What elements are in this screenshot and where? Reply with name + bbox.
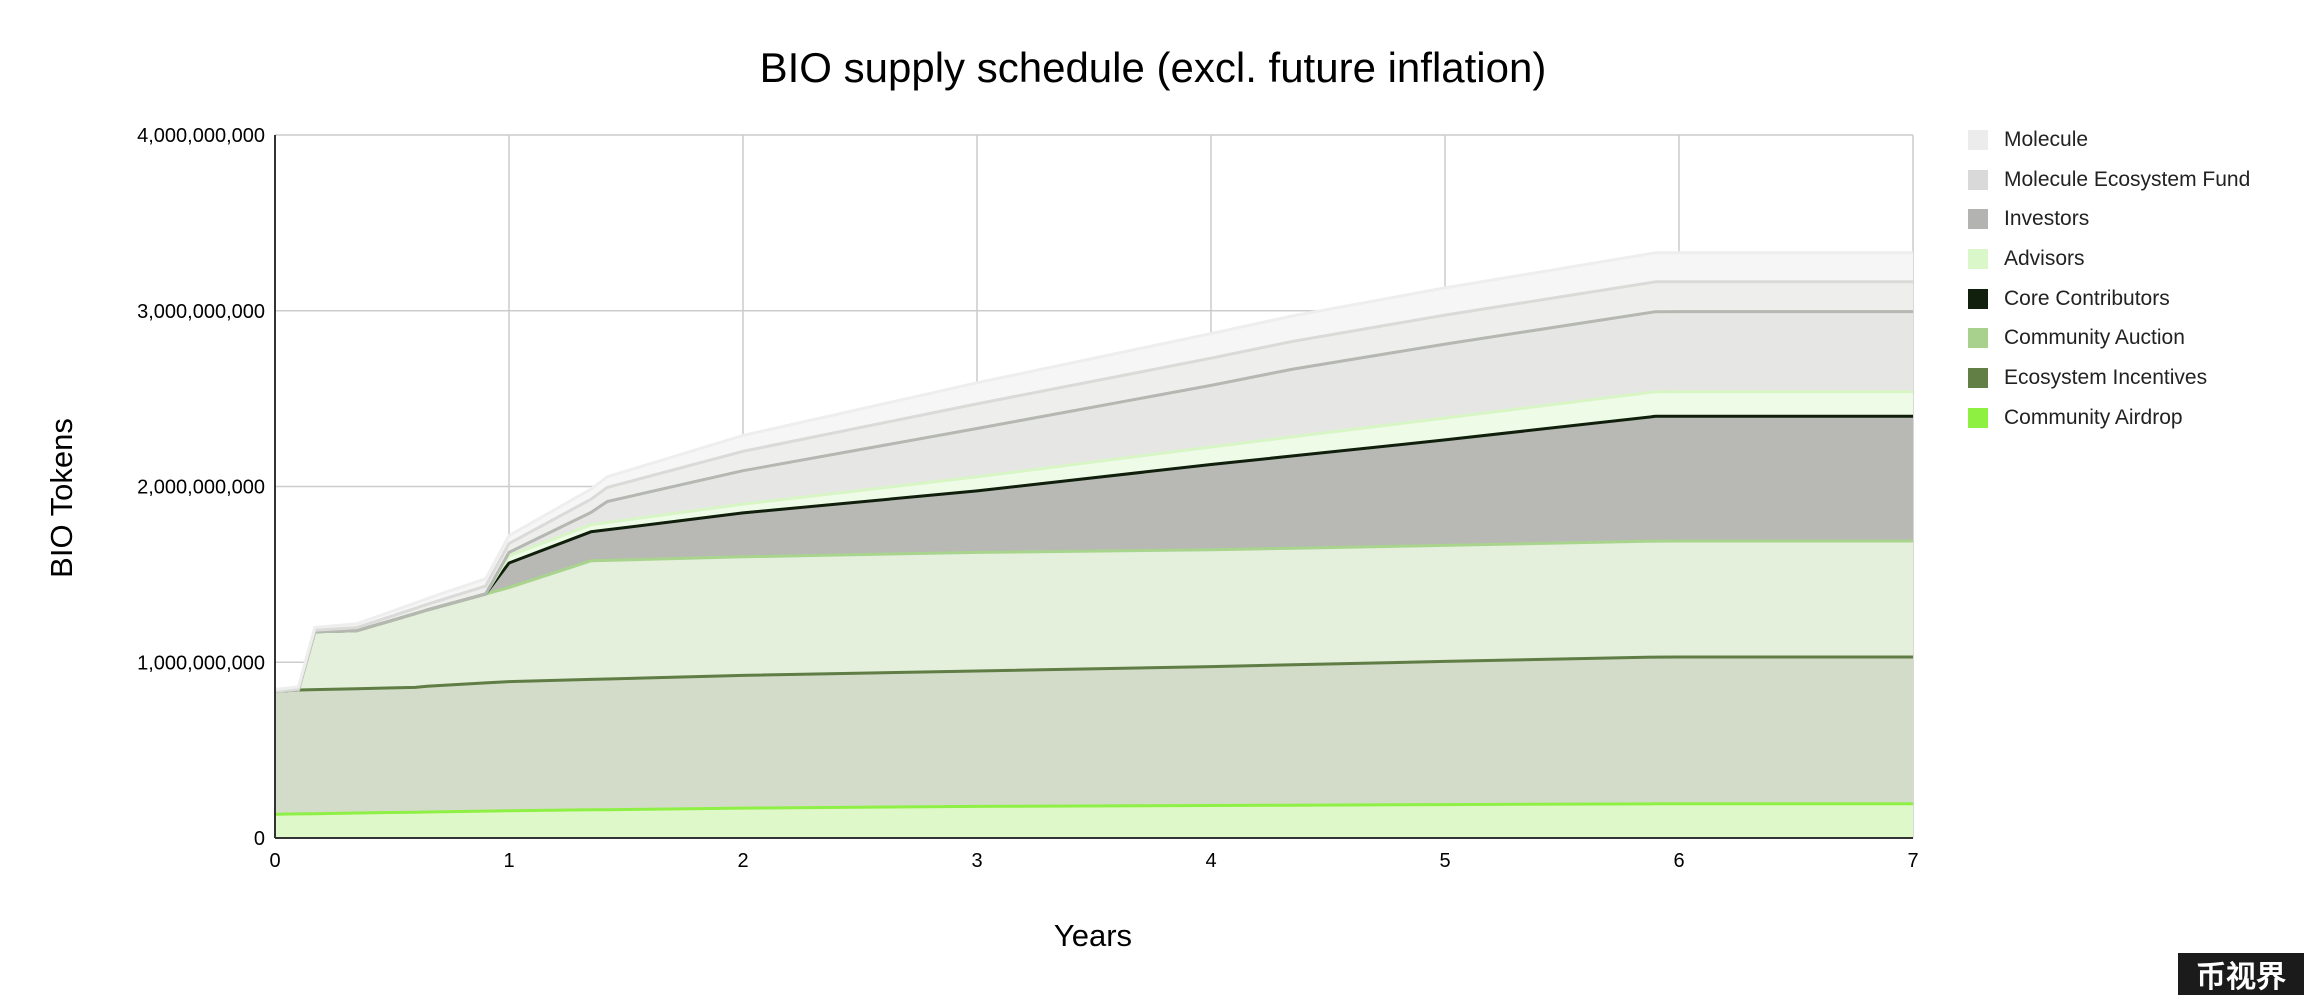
x-tick-label: 1 bbox=[503, 850, 514, 872]
legend-label: Investors bbox=[2004, 207, 2090, 231]
x-tick-label: 7 bbox=[1907, 850, 1918, 872]
area-investors bbox=[275, 311, 1913, 692]
legend-swatch bbox=[1968, 367, 1988, 388]
area-ecosystem-incentives bbox=[275, 657, 1913, 815]
legend-swatch bbox=[1968, 328, 1988, 349]
legend-label: Community Auction bbox=[2004, 326, 2185, 350]
x-tick-label: 3 bbox=[971, 850, 982, 872]
legend-label: Molecule Ecosystem Fund bbox=[2004, 167, 2251, 191]
legend-swatch bbox=[1968, 248, 1988, 269]
legend-item: Investors bbox=[1968, 199, 2250, 239]
legend-item: Community Airdrop bbox=[1968, 398, 2250, 438]
line-community-airdrop bbox=[274, 802, 1913, 816]
series-lines bbox=[274, 251, 1913, 816]
legend-label: Ecosystem Incentives bbox=[2004, 365, 2208, 389]
area-community-auction bbox=[275, 541, 1913, 692]
y-tick-label: 3,000,000,000 bbox=[137, 301, 265, 323]
y-tick-label: 2,000,000,000 bbox=[137, 477, 265, 499]
legend-label: Advisors bbox=[2004, 246, 2085, 270]
x-tick-label: 2 bbox=[737, 850, 748, 872]
legend-swatch bbox=[1968, 288, 1988, 309]
legend: Molecule Molecule Ecosystem Fund Investors… bbox=[1968, 120, 2250, 438]
legend-label: Community Airdrop bbox=[2004, 405, 2183, 429]
legend-label: Core Contributors bbox=[2004, 286, 2170, 310]
y-tick-label: 0 bbox=[254, 828, 265, 850]
y-tick-label: 4,000,000,000 bbox=[137, 125, 265, 147]
legend-swatch bbox=[1968, 129, 1988, 150]
legend-item: Advisors bbox=[1968, 239, 2250, 279]
x-tick-label: 4 bbox=[1205, 850, 1216, 872]
x-tick-label: 0 bbox=[269, 850, 280, 872]
tick-labels: 0 1 2 3 4 5 6 7 0 1,000,000,000 2,000,000,000 3,000… bbox=[137, 125, 1918, 872]
x-tick-label: 6 bbox=[1673, 850, 1684, 872]
chart-title: BIO supply schedule (excl. future inflat… bbox=[760, 44, 1547, 91]
line-molecule bbox=[274, 251, 1913, 691]
legend-item: Molecule bbox=[1968, 120, 2250, 160]
legend-item: Core Contributors bbox=[1968, 279, 2250, 319]
y-axis-title: BIO Tokens bbox=[44, 418, 79, 578]
legend-swatch bbox=[1968, 169, 1988, 190]
x-tick-label: 5 bbox=[1439, 850, 1450, 872]
area-community-airdrop bbox=[275, 803, 1913, 838]
line-investors bbox=[274, 310, 1913, 693]
watermark: 币视界 bbox=[2178, 953, 2304, 995]
axes bbox=[274, 135, 1913, 839]
legend-label: Molecule bbox=[2004, 127, 2089, 151]
line-molecule-ecosystem-fund bbox=[274, 280, 1913, 693]
legend-swatch bbox=[1968, 209, 1988, 230]
x-axis-title: Years bbox=[1054, 918, 1132, 953]
y-tick-label: 1,000,000,000 bbox=[137, 652, 265, 674]
area-core-contributors bbox=[275, 416, 1913, 692]
line-ecosystem-incentives bbox=[274, 655, 1913, 693]
stacked-areas bbox=[275, 252, 1913, 838]
legend-item: Ecosystem Incentives bbox=[1968, 358, 2250, 398]
legend-item: Molecule Ecosystem Fund bbox=[1968, 160, 2250, 200]
legend-item: Community Auction bbox=[1968, 318, 2250, 358]
legend-swatch bbox=[1968, 407, 1988, 428]
